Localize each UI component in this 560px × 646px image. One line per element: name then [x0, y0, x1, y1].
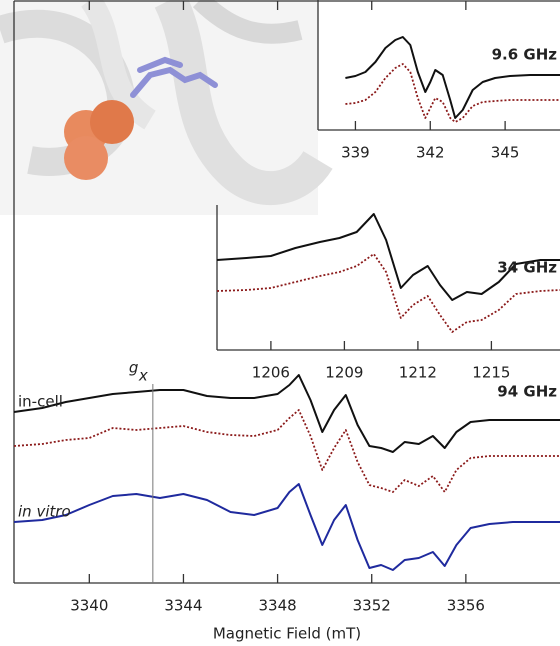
series-label: in-cell [18, 393, 63, 411]
x-tick-label: 1215 [472, 364, 510, 382]
annotation-subscript: x [138, 367, 148, 385]
ribbon [80, 0, 157, 130]
spectrum-line [216, 253, 560, 333]
spectrum-line [216, 213, 560, 301]
plot-area: 339 342 345 9.6 GHz 1206 1209 1212 1215 34 GHz 33… [13, 0, 560, 643]
ligand-stick [137, 56, 183, 73]
ribbon [192, 0, 303, 44]
x-tick-label: 3348 [258, 597, 296, 615]
x-tick-label: 345 [491, 144, 520, 162]
x-tick-label: 1212 [399, 364, 437, 382]
x-tick-label: 1206 [252, 364, 290, 382]
spectrum-line [345, 63, 560, 123]
x-tick-label: 3344 [164, 597, 202, 615]
x-tick-label: 3356 [447, 597, 485, 615]
spectrum-line [13, 409, 560, 493]
annotation-text: g [129, 359, 139, 377]
x-tick-label: 342 [416, 144, 445, 162]
ribbon [154, 0, 333, 205]
panel-title: 34 GHz [497, 259, 557, 277]
metal-sphere [90, 100, 134, 144]
x-tick-label: 3352 [353, 597, 391, 615]
panel-title: 94 GHz [497, 383, 557, 401]
spectrum-line [13, 374, 560, 453]
x-axis-label: Magnetic Field (mT) [213, 625, 361, 643]
panel-title: 9.6 GHz [492, 46, 558, 64]
ligand-stick [130, 66, 218, 98]
metal-sphere [64, 136, 108, 180]
spectrum-line [345, 36, 560, 119]
x-tick-label: 3340 [70, 597, 108, 615]
x-tick-label: 1209 [325, 364, 363, 382]
x-tick-label: 339 [341, 144, 370, 162]
protein-image [0, 0, 333, 215]
spectrum-line [13, 483, 560, 571]
series-label: in vitro [18, 503, 71, 521]
